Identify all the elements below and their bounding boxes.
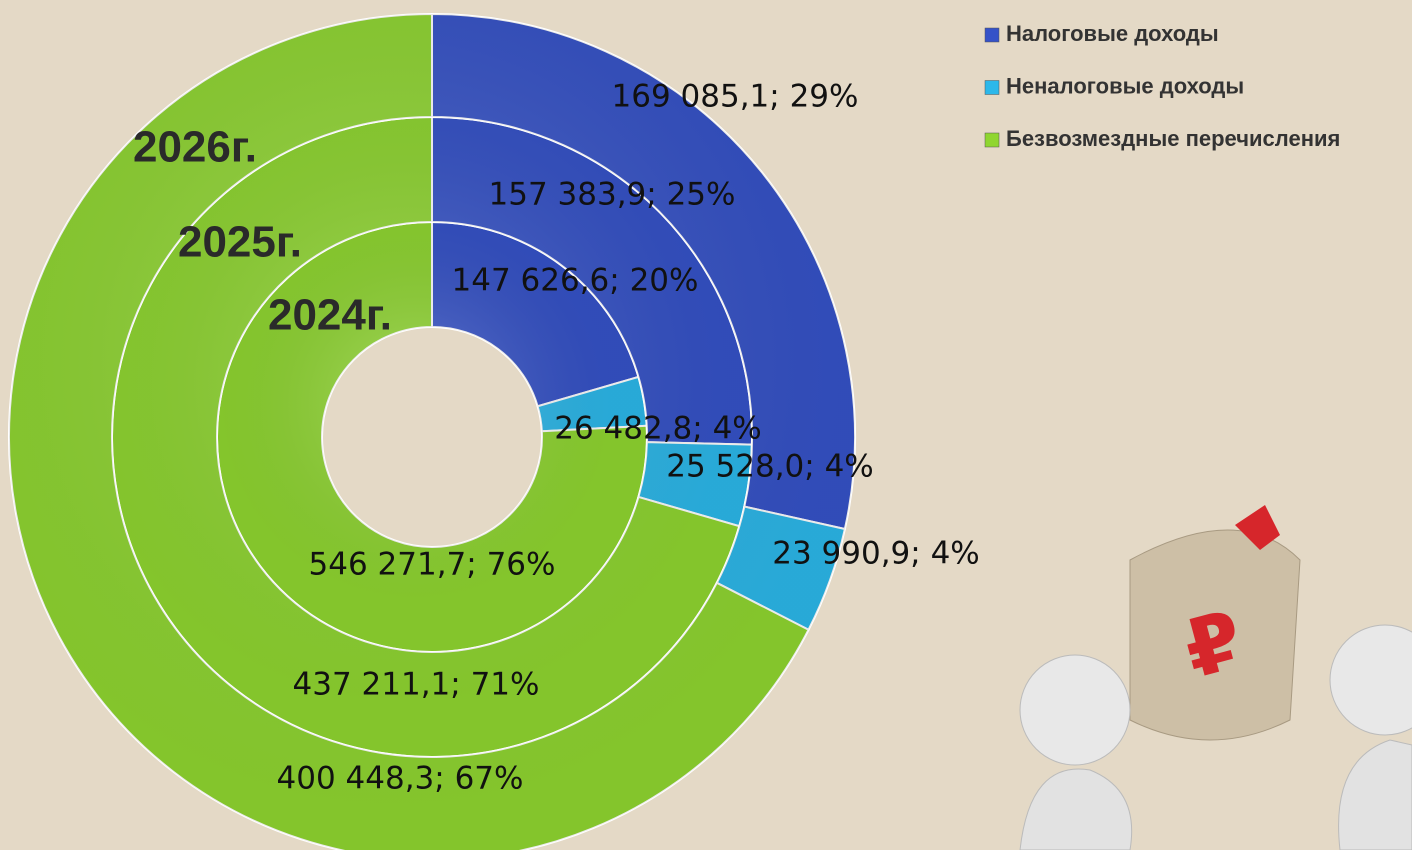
legend-label: Неналоговые доходы	[1006, 73, 1244, 98]
ring-label: 2026г.	[133, 123, 257, 172]
legend-swatch	[984, 132, 1000, 148]
ring-label: 2025г.	[178, 218, 302, 267]
legend-swatch	[984, 80, 1000, 95]
data-label: 23 990,9; 4%	[772, 536, 980, 572]
data-label: 147 626,6; 20%	[452, 263, 699, 299]
data-label: 546 271,7; 76%	[309, 547, 556, 583]
legend-swatch	[984, 27, 1000, 43]
labels: 147 626,6; 20% 26 482,8; 4% 546 271,7; 76%…	[133, 79, 980, 797]
legend-label: Налоговые доходы	[1006, 21, 1219, 46]
ring-label: 2024г.	[268, 291, 392, 340]
data-label: 169 085,1; 29%	[612, 79, 859, 115]
data-label: 25 528,0; 4%	[666, 449, 874, 485]
legend: Налоговые доходы Неналоговые доходы Безвоз…	[984, 21, 1340, 151]
data-label: 437 211,1; 71%	[293, 667, 540, 703]
data-label: 400 448,3; 67%	[277, 761, 524, 797]
data-label: 26 482,8; 4%	[554, 411, 762, 447]
legend-label: Безвозмездные перечисления	[1006, 126, 1340, 151]
data-label: 157 383,9; 25%	[489, 177, 736, 213]
illustration: ₽	[1019, 505, 1412, 850]
